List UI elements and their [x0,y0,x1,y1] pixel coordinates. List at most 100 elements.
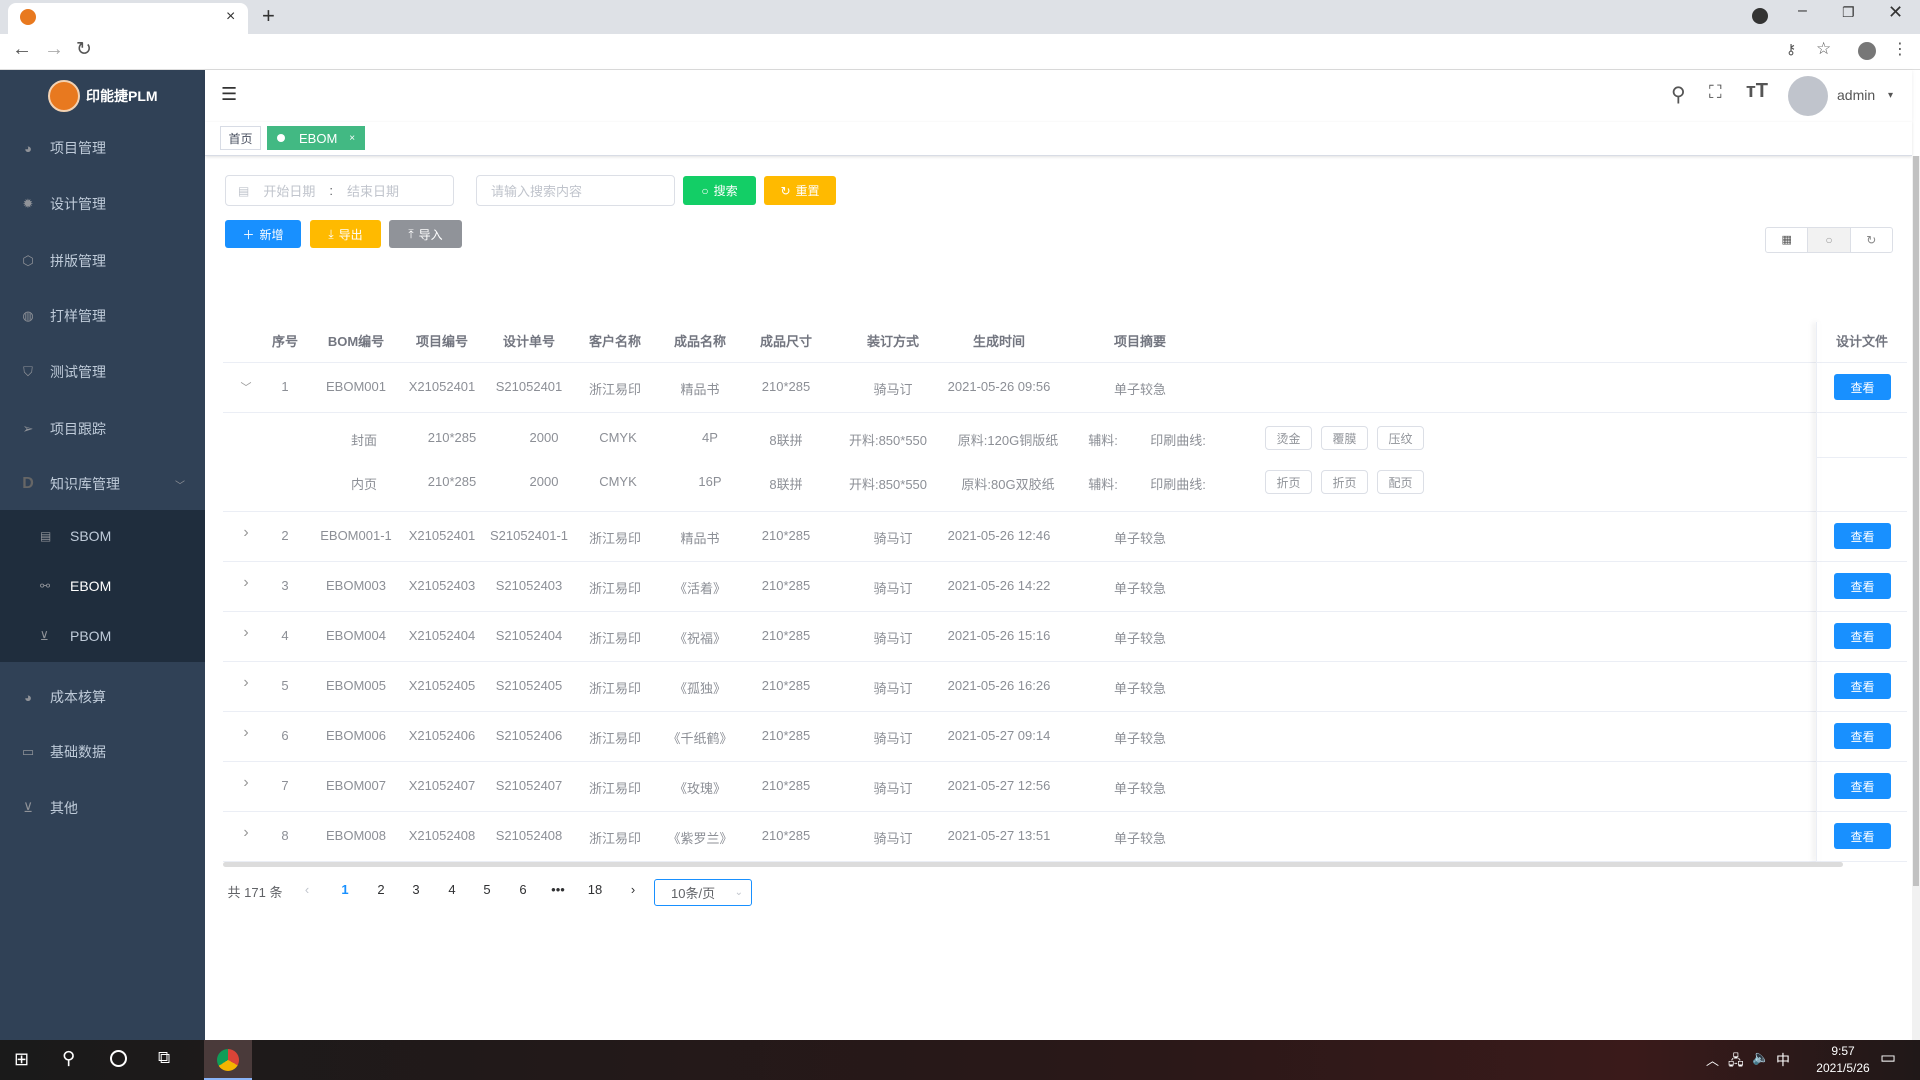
volume-icon[interactable]: 🔈 [1752,1049,1770,1065]
ime-indicator[interactable]: 中 [1776,1052,1790,1068]
page-ellipsis[interactable]: ••• [551,882,565,897]
tag-ebom[interactable]: EBOM × [267,126,365,150]
search-icon[interactable]: ⚲ [62,1048,76,1068]
user-name[interactable]: admin [1837,87,1876,103]
chrome-taskbar-button[interactable] [204,1040,252,1080]
sidebar-item-1[interactable]: ✹ 设计管理 [0,176,205,232]
sidebar-item-label: 知识库管理 [50,476,120,492]
expand-chevron-icon[interactable]: › [243,524,249,541]
process-tag[interactable]: 配页 [1377,470,1424,494]
fullscreen-icon[interactable]: ⛶ [1709,82,1722,102]
sidebar-subitem-sbom[interactable]: ▤ SBOM [0,511,205,561]
tab-close-button[interactable]: × [226,8,236,25]
forward-icon[interactable]: → [44,38,64,60]
hamburger-icon[interactable]: ☰ [221,84,238,104]
start-date-input[interactable]: 开始日期 [263,184,316,199]
page-5[interactable]: 5 [483,882,491,897]
minimize-icon[interactable]: – [1798,2,1807,19]
view-design-file-button[interactable]: 查看 [1834,773,1891,799]
page-scrollbar[interactable] [1912,156,1920,1040]
process-tag[interactable]: 折页 [1321,470,1368,494]
expand-chevron-icon[interactable]: › [243,574,249,591]
add-button[interactable]: ＋ 新增 [225,220,301,248]
chrome-menu-icon[interactable]: ⋮ [1892,41,1908,58]
sidebar-item-2[interactable]: ⬡ 拼版管理 [0,233,205,289]
reset-button[interactable]: ↻ 重置 [764,176,836,205]
back-icon[interactable]: ← [12,38,32,60]
windows-start-icon[interactable]: ⊞ [14,1049,30,1069]
clock-date[interactable]: 2021/5/26 [1816,1061,1870,1075]
date-range-picker[interactable]: ▤ 开始日期 : 结束日期 [225,175,454,206]
view-design-file-button[interactable]: 查看 [1834,623,1891,649]
refresh-icon[interactable]: ↻ [1866,233,1877,247]
expand-chevron-icon[interactable]: ﹀ [240,382,252,394]
caret-down-icon[interactable]: ▾ [1888,90,1894,101]
horizontal-scrollbar[interactable] [223,862,1843,867]
search-button[interactable]: ○ 搜索 [683,176,756,205]
search-input[interactable]: 请输入搜索内容 [476,175,675,206]
profile-menu-icon[interactable] [1752,8,1768,24]
expand-chevron-icon[interactable]: › [243,774,249,791]
process-tag[interactable]: 压纹 [1377,426,1424,450]
page-2[interactable]: 2 [377,882,385,897]
view-design-file-button[interactable]: 查看 [1834,374,1891,400]
columns-icon[interactable]: ▦ [1766,228,1809,252]
window-close-icon[interactable]: ✕ [1888,2,1904,22]
sidebar-item-after-1[interactable]: ▭ 基础数据 [0,724,205,780]
sidebar-item-5[interactable]: ➢ 项目跟踪 [0,401,205,457]
reload-icon[interactable]: ↻ [76,39,92,60]
expand-chevron-icon[interactable]: › [243,674,249,691]
task-view-icon[interactable]: ⧉ [158,1048,171,1067]
sidebar-item-after-0[interactable]: ◕ 成本核算 [0,669,205,725]
view-design-file-button[interactable]: 查看 [1834,573,1891,599]
process-tag[interactable]: 烫金 [1265,426,1312,450]
end-date-input[interactable]: 结束日期 [346,184,399,199]
page-size-select[interactable]: 10条/页 ⌄ [654,879,752,906]
sidebar-item-4[interactable]: ⛉ 测试管理 [0,344,205,400]
tray-chevron-icon[interactable]: ︿ [1706,1053,1720,1068]
bookmark-star-icon[interactable]: ☆ [1816,39,1832,58]
page-1[interactable]: 1 [341,882,349,897]
notifications-icon[interactable]: ▭ [1880,1048,1897,1067]
clock-time[interactable]: 9:57 [1831,1044,1855,1058]
cortana-icon[interactable] [110,1050,127,1067]
tag-home[interactable]: 首页 [220,126,261,150]
restore-icon[interactable]: ❐ [1842,4,1855,20]
new-tab-button[interactable]: + [262,3,275,28]
sidebar-item-after-2[interactable]: ⊻ 其他 [0,780,205,836]
view-design-file-button[interactable]: 查看 [1834,823,1891,849]
network-icon[interactable]: 🖧 [1728,1052,1744,1068]
search-icon[interactable]: ⚲ [1671,84,1686,106]
avatar[interactable] [1788,76,1828,116]
table-cell: 210*285 [761,678,811,693]
font-size-icon[interactable]: тT [1746,80,1769,102]
prev-page-button[interactable]: ‹ [304,882,310,897]
page-6[interactable]: 6 [519,882,527,897]
sidebar-item-0[interactable]: ◕ 项目管理 [0,120,205,176]
expand-chevron-icon[interactable]: › [243,624,249,641]
browser-tab[interactable]: × [8,3,248,34]
page-4[interactable]: 4 [448,882,456,897]
expand-chevron-icon[interactable]: › [243,724,249,741]
sidebar-item-3[interactable]: ◍ 打样管理 [0,288,205,344]
row-divider [223,861,1907,862]
next-page-button[interactable]: › [630,882,636,897]
view-design-file-button[interactable]: 查看 [1834,723,1891,749]
export-button[interactable]: ⤓ 导出 [310,220,381,248]
import-button[interactable]: ⤒ 导入 [389,220,462,248]
expand-chevron-icon[interactable]: › [243,824,249,841]
page-18[interactable]: 18 [587,882,603,897]
view-design-file-button[interactable]: 查看 [1834,673,1891,699]
page-3[interactable]: 3 [412,882,420,897]
toggle-search-icon[interactable]: ○ [1808,228,1851,252]
key-icon[interactable]: ⚷ [1786,41,1797,57]
process-tag[interactable]: 折页 [1265,470,1312,494]
account-icon[interactable] [1858,42,1876,60]
process-tag[interactable]: 覆膜 [1321,426,1368,450]
sidebar-subitem-ebom[interactable]: ⚯ EBOM [0,561,205,611]
sidebar-item-6[interactable]: D 知识库管理 ﹀ [0,456,205,512]
navbar: ☰ ⚲ ⛶ тT admin ▾ [205,70,1912,122]
tag-close-icon[interactable]: × [349,132,356,144]
sidebar-subitem-pbom[interactable]: ⊻ PBOM [0,611,205,661]
view-design-file-button[interactable]: 查看 [1834,523,1891,549]
